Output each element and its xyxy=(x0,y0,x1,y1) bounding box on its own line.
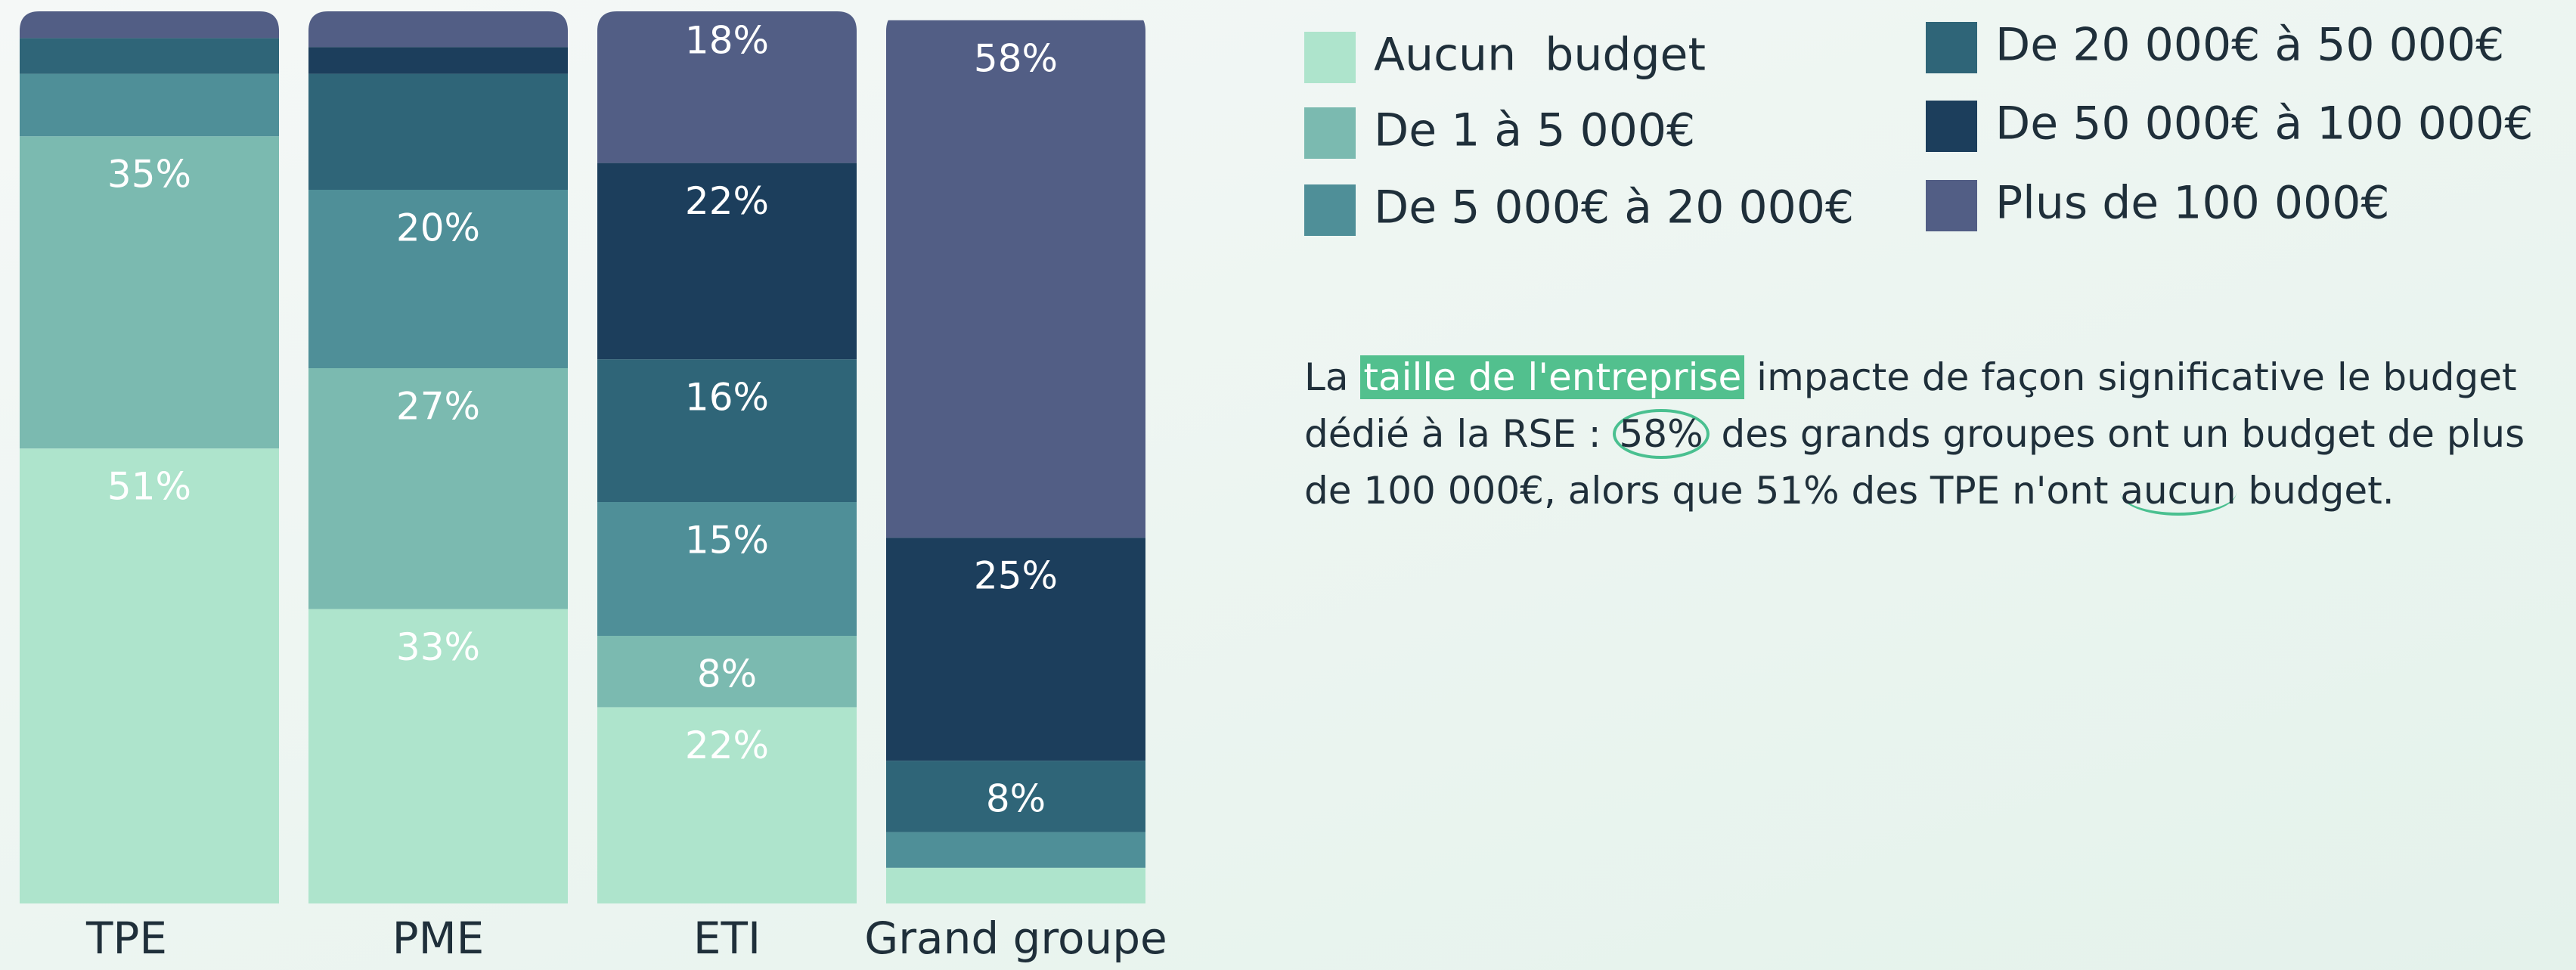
bar-segment xyxy=(597,359,857,502)
bar-segment xyxy=(20,38,279,74)
bar-segment xyxy=(308,368,568,609)
legend-swatch xyxy=(1926,101,1977,152)
bar-segment xyxy=(886,867,1145,903)
value-label: 8% xyxy=(697,652,757,696)
bar-segment xyxy=(20,11,279,39)
value-label: 18% xyxy=(685,19,769,63)
legend-label: De 50 000€ à 100 000€ xyxy=(1995,98,2534,150)
text: des grands groupes ont un budget de plus… xyxy=(1304,412,2525,513)
x-tick-label: TPE xyxy=(85,913,167,964)
legend-label: De 5 000€ à 20 000€ xyxy=(1374,181,1854,234)
bar-segment xyxy=(20,136,279,449)
bar-segment xyxy=(597,636,857,708)
value-label: 22% xyxy=(685,724,769,767)
bar-segment xyxy=(597,707,857,903)
x-tick-label: ETI xyxy=(693,913,761,964)
bar-group xyxy=(20,11,279,903)
text: La xyxy=(1304,355,1361,399)
value-label: 22% xyxy=(685,179,769,223)
value-label: 8% xyxy=(986,777,1046,821)
bar-group xyxy=(886,20,1145,903)
legend-label: Plus de 100 000€ xyxy=(1995,177,2390,230)
legend-swatch xyxy=(1304,184,1356,236)
value-label: 15% xyxy=(685,519,769,562)
legend-swatch xyxy=(1304,107,1356,159)
legend-swatch xyxy=(1304,32,1356,83)
bar-segment xyxy=(308,609,568,903)
value-label: 25% xyxy=(974,554,1058,598)
commentary: La taille de l'entreprise impacte de faç… xyxy=(1304,349,2552,519)
bar-segment xyxy=(886,20,1145,538)
value-label: 27% xyxy=(396,385,480,429)
value-label: 20% xyxy=(396,206,480,250)
value-label: 16% xyxy=(685,376,769,420)
x-tick-label: Grand groupe xyxy=(864,913,1167,964)
value-label: 35% xyxy=(107,153,191,197)
bar-segment xyxy=(308,11,568,48)
bar-segment xyxy=(886,761,1145,832)
bar-segment xyxy=(597,163,857,360)
bar-segment xyxy=(308,190,568,368)
highlight: taille de l'entreprise xyxy=(1360,355,1745,399)
bar-segment xyxy=(308,73,568,190)
bar-segment xyxy=(20,73,279,137)
bar-segment xyxy=(20,448,279,903)
legend-label: De 20 000€ à 50 000€ xyxy=(1995,19,2504,72)
legend-label: De 1 à 5 000€ xyxy=(1374,104,1695,157)
bar-group xyxy=(308,11,568,903)
value-label: 33% xyxy=(396,625,480,669)
legend-label: Aucun budget xyxy=(1374,29,1706,82)
x-tick-label: PME xyxy=(392,913,485,964)
bar-group xyxy=(597,11,857,903)
underlined-text: aucun xyxy=(2120,469,2237,516)
legend-swatch xyxy=(1926,22,1977,73)
value-label: 51% xyxy=(107,465,191,509)
text: budget. xyxy=(2236,469,2395,513)
bar-segment xyxy=(597,11,857,163)
bar-segment xyxy=(886,538,1145,761)
legend-swatch xyxy=(1926,180,1977,231)
value-label: 58% xyxy=(974,36,1058,80)
text: impacte de façon significative le budget… xyxy=(1304,355,2517,456)
bar-segment xyxy=(308,47,568,74)
bar-segment xyxy=(886,832,1145,868)
bar-segment xyxy=(597,502,857,636)
circled-text: 58% xyxy=(1613,409,1710,459)
